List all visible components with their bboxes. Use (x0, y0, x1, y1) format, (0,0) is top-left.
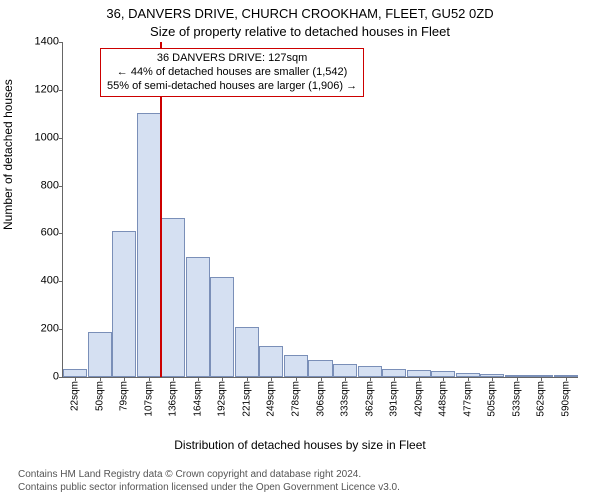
histogram-bar (161, 218, 185, 377)
chart-title-line1: 36, DANVERS DRIVE, CHURCH CROOKHAM, FLEE… (0, 6, 600, 21)
y-tick-mark (59, 329, 63, 330)
x-tick-label: 477sqm (462, 381, 473, 417)
annotation-line2: ← 44% of detached houses are smaller (1,… (107, 66, 357, 80)
y-tick-mark (59, 186, 63, 187)
y-tick-label: 0 (19, 372, 63, 383)
x-tick-label: 79sqm (119, 381, 130, 411)
x-tick-label: 362sqm (364, 381, 375, 417)
histogram-bar (137, 113, 161, 377)
histogram-bar (333, 364, 357, 377)
histogram-bar (186, 257, 210, 377)
x-tick-label: 22sqm (70, 381, 81, 411)
x-tick-label: 562sqm (536, 381, 547, 417)
histogram-bar (235, 327, 259, 377)
y-tick-label: 1400 (19, 37, 63, 48)
chart-container: 36, DANVERS DRIVE, CHURCH CROOKHAM, FLEE… (0, 0, 600, 500)
x-tick-label: 590sqm (560, 381, 571, 417)
histogram-bar (407, 370, 431, 377)
footer-line1: Contains HM Land Registry data © Crown c… (18, 468, 400, 481)
y-tick-mark (59, 377, 63, 378)
histogram-bar (284, 355, 308, 377)
y-tick-label: 1000 (19, 132, 63, 143)
y-tick-label: 600 (19, 228, 63, 239)
annotation-line3: 55% of semi-detached houses are larger (… (107, 80, 357, 94)
histogram-bar (259, 346, 283, 377)
x-tick-label: 420sqm (413, 381, 424, 417)
y-tick-mark (59, 281, 63, 282)
x-tick-label: 221sqm (241, 381, 252, 417)
x-tick-label: 391sqm (389, 381, 400, 417)
histogram-bar (63, 369, 87, 377)
x-tick-label: 249sqm (266, 381, 277, 417)
y-tick-label: 800 (19, 180, 63, 191)
histogram-bar (210, 277, 234, 378)
x-tick-label: 505sqm (487, 381, 498, 417)
x-tick-label: 136sqm (168, 381, 179, 417)
x-axis-label: Distribution of detached houses by size … (0, 438, 600, 452)
x-tick-label: 164sqm (192, 381, 203, 417)
annotation-box: 36 DANVERS DRIVE: 127sqm ← 44% of detach… (100, 48, 364, 97)
annotation-line1: 36 DANVERS DRIVE: 127sqm (107, 52, 357, 66)
x-tick-label: 192sqm (217, 381, 228, 417)
x-tick-label: 333sqm (340, 381, 351, 417)
x-tick-label: 278sqm (290, 381, 301, 417)
y-tick-mark (59, 90, 63, 91)
x-tick-label: 107sqm (143, 381, 154, 417)
x-tick-label: 306sqm (315, 381, 326, 417)
y-tick-label: 1200 (19, 84, 63, 95)
histogram-bar (88, 332, 112, 377)
histogram-bar (358, 366, 382, 377)
x-tick-label: 50sqm (94, 381, 105, 411)
histogram-bar (308, 360, 332, 377)
footer-text: Contains HM Land Registry data © Crown c… (18, 468, 400, 494)
y-tick-mark (59, 233, 63, 234)
y-tick-mark (59, 138, 63, 139)
histogram-bar (382, 369, 406, 377)
x-tick-label: 533sqm (511, 381, 522, 417)
x-tick-label: 448sqm (438, 381, 449, 417)
y-axis-label: Number of detached houses (1, 79, 15, 230)
y-tick-label: 400 (19, 276, 63, 287)
chart-title-line2: Size of property relative to detached ho… (0, 24, 600, 39)
y-tick-mark (59, 42, 63, 43)
histogram-bar (112, 231, 136, 377)
y-tick-label: 200 (19, 324, 63, 335)
footer-line2: Contains public sector information licen… (18, 481, 400, 494)
